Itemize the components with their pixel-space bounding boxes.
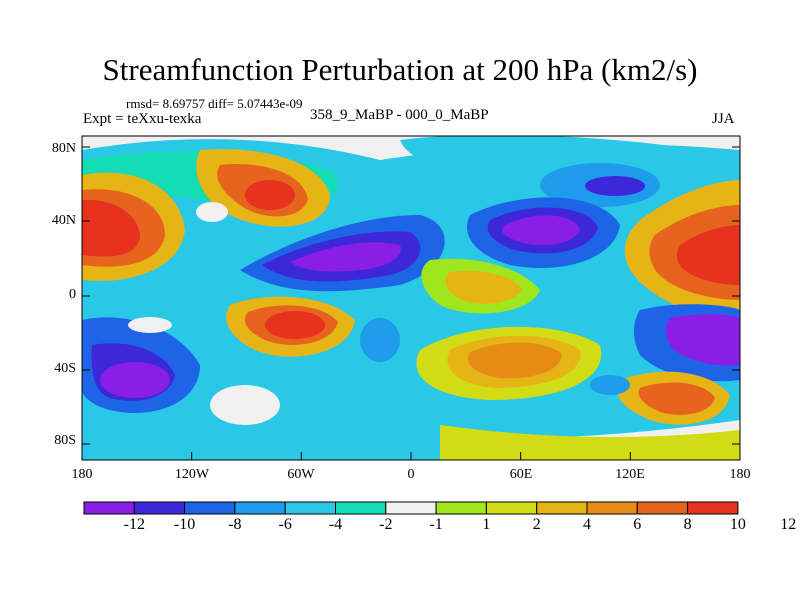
colorbar-label: 8 <box>683 516 692 533</box>
season-label: JJA <box>712 111 735 127</box>
contour-field <box>82 136 740 460</box>
colorbar <box>83 501 739 515</box>
colorbar-label: -6 <box>278 516 292 533</box>
colorbar-label: -12 <box>123 516 145 533</box>
lat-tick-label: 80S <box>54 433 76 448</box>
colorbar-box <box>435 501 487 515</box>
lon-tick-label: 120W <box>174 467 210 482</box>
experiment-label: Expt = teXxu-texka <box>83 111 202 127</box>
lon-tick-label: 0 <box>407 467 415 482</box>
colorbar-label: 1 <box>482 516 491 533</box>
lat-tick-label: 40S <box>54 361 76 376</box>
colorbar-label: -10 <box>173 516 196 533</box>
colorbar-box <box>83 501 135 515</box>
colorbar-box <box>536 501 588 515</box>
colorbar-box <box>636 501 689 515</box>
lon-tick-label: 60E <box>509 467 533 482</box>
lon-tick-label: 180 <box>71 467 93 482</box>
lon-tick-label: 120E <box>615 467 645 482</box>
colorbar-box <box>234 501 286 515</box>
colorbar-box <box>485 501 538 515</box>
colorbar-label: -2 <box>379 516 393 533</box>
colorbar-label: -8 <box>228 516 242 533</box>
lon-tickmarks <box>81 452 741 460</box>
lon-tick-label: 60W <box>287 467 315 482</box>
lat-tickmarks <box>82 146 740 445</box>
colorbar-box <box>385 501 437 515</box>
colorbar-label: 12 <box>780 516 797 533</box>
colorbar-label: 4 <box>583 516 591 533</box>
colorbar-box <box>586 501 638 515</box>
colorbar-box <box>133 501 186 515</box>
colorbar-box <box>687 501 739 515</box>
lat-tick-label: 40N <box>51 213 76 228</box>
colorbar-label: 6 <box>633 516 642 533</box>
colorbar-label: 10 <box>729 516 746 533</box>
colorbar-box <box>284 501 337 515</box>
map-title: Streamfunction Perturbation at 200 hPa (… <box>102 52 698 87</box>
colorbar-label: 2 <box>532 516 541 533</box>
stats-label: rmsd= 8.69757 diff= 5.07443e-09 <box>126 96 303 111</box>
lat-tick-label: 0 <box>69 287 76 302</box>
colorbar-label: -1 <box>429 516 443 533</box>
lon-tick-label: 180 <box>729 467 751 482</box>
colorbar-box <box>335 501 387 515</box>
lat-tick-label: 80N <box>51 141 76 156</box>
period-label: 358_9_MaBP - 000_0_MaBP <box>310 107 489 123</box>
colorbar-label: -4 <box>328 516 343 533</box>
colorbar-box <box>184 501 236 515</box>
